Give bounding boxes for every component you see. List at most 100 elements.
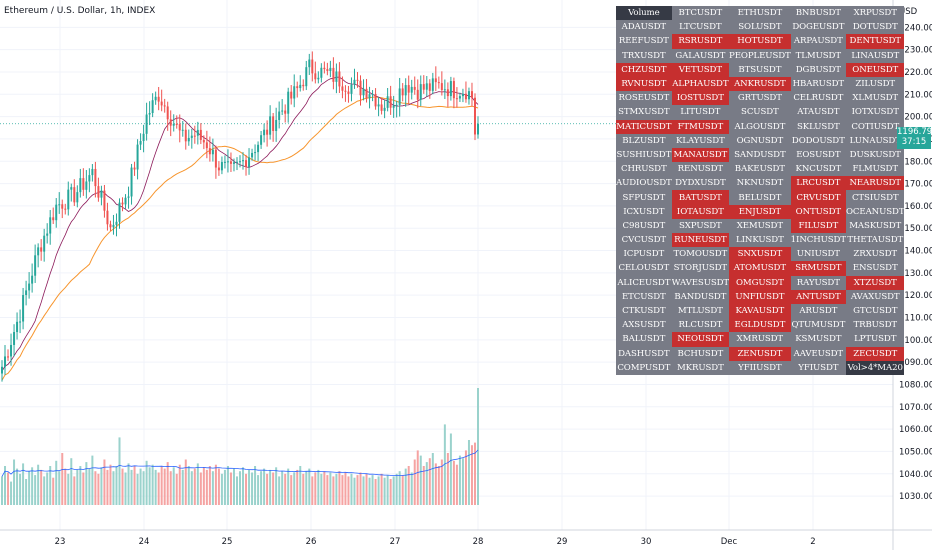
screener-cell: CHZUSDT: [616, 62, 672, 77]
candle-body: [239, 161, 241, 163]
candle-body: [305, 67, 308, 87]
y-tick-label: 1120.00: [899, 291, 932, 301]
screener-cell: BELUSDT: [729, 190, 791, 205]
candle-body: [401, 88, 404, 96]
volume-bar: [136, 473, 139, 505]
candle-body: [350, 84, 353, 94]
candle-body: [410, 86, 413, 93]
screener-row: RVNUSDT ALPHAUSDT ANKRUSDT HBARUSDT ZILUSDT: [616, 76, 905, 92]
volume-bar: [115, 466, 118, 505]
volume-bar: [272, 472, 275, 505]
candle-body: [281, 110, 284, 112]
volume-bar: [163, 468, 166, 505]
candle-body: [332, 67, 335, 82]
volume-bar: [473, 442, 476, 505]
screener-cell: SANDUSDT: [729, 147, 791, 163]
candle-body: [362, 88, 365, 96]
bar-countdown: 37:15: [901, 137, 927, 147]
volume-bar: [52, 477, 55, 505]
volume-bar: [296, 469, 299, 505]
volume-bar: [220, 473, 223, 505]
volume-bar: [31, 467, 34, 505]
volume-bar: [477, 388, 479, 505]
volume-bar: [257, 475, 260, 505]
candle-body: [46, 233, 49, 236]
volume-bar: [290, 475, 293, 505]
screener-row: CHRUSDT RENUSDT BAKEUSDT KNCUSDT FLMUSDT: [616, 162, 905, 177]
candle-body: [73, 187, 76, 203]
candle-body: [121, 202, 124, 205]
screener-cell: DENTUSDT: [845, 34, 905, 49]
candle-body: [178, 124, 181, 131]
y-tick-label: 1100.00: [899, 336, 932, 346]
candle-body: [202, 139, 205, 143]
candle-body: [287, 91, 290, 114]
volume-bar: [118, 437, 121, 505]
candle-body: [344, 90, 347, 92]
screener-cell: ARUSDT: [790, 303, 846, 319]
volume-bar: [190, 471, 193, 505]
y-tick-label: 1090.00: [899, 358, 932, 368]
x-tick-label: 24: [139, 537, 150, 547]
volume-bar: [34, 475, 37, 505]
screener-cell: BAKEUSDT: [729, 162, 791, 177]
candle-body: [25, 290, 28, 296]
volume-bar: [127, 463, 130, 505]
screener-row: ROSEUSDT IOSTUSDT GRTUSDT CELRUSDT XLMUSDT: [616, 91, 905, 106]
screener-cell: THETAUSDT: [845, 233, 905, 248]
volume-ma-line: [1, 449, 479, 477]
volume-bar: [452, 460, 455, 505]
screener-cell: REEFUSDT: [616, 34, 672, 49]
volume-bar: [184, 459, 187, 505]
volume-bar: [79, 466, 82, 505]
candle-body: [260, 135, 263, 145]
candle-body: [193, 135, 196, 137]
candle-body: [10, 344, 13, 357]
screener-cell: ARPAUSDT: [790, 34, 846, 49]
candle-body: [16, 321, 19, 333]
volume-bar: [449, 433, 452, 505]
volume-bar: [437, 466, 440, 505]
screener-cell: KLAYUSDT: [671, 133, 730, 148]
screener-cell: EGLDUSDT: [729, 318, 791, 333]
screener-cell: Volume: [616, 6, 672, 21]
screener-cell: MATICUSDT: [616, 119, 672, 134]
screener-cell: ZECUSDT: [845, 346, 905, 361]
y-tick-label: 1160.00: [899, 202, 932, 212]
volume-bar: [323, 471, 326, 505]
screener-cell: TRBUSDT: [845, 318, 905, 333]
volume-bar: [73, 476, 76, 505]
candle-body: [398, 88, 401, 105]
screener-row: MATICUSDT FTMUSDT ALGOUSDT SKLUSDT COTIUSDT: [616, 119, 905, 134]
screener-cell: LUNAUSDT: [845, 133, 905, 148]
volume-bar: [112, 471, 115, 505]
candle-body: [368, 94, 371, 99]
screener-cell: TLMUSDT: [790, 48, 846, 63]
screener-cell: TOMOUSDT: [671, 247, 730, 262]
candle-body: [28, 283, 31, 291]
candle-body: [290, 91, 293, 99]
volume-bar: [235, 476, 238, 505]
candle-body: [254, 152, 257, 154]
y-tick-label: 1210.00: [899, 90, 932, 100]
screener-row: BLZUSDT KLAYUSDT OGNUSDT DODOUSDT LUNAUSDT: [616, 133, 905, 148]
candle-body: [251, 152, 254, 158]
candle-body: [169, 119, 172, 126]
candle-body: [151, 100, 154, 114]
screener-cell: NKNUSDT: [729, 176, 791, 191]
candle-body: [103, 190, 106, 211]
volume-bar: [422, 466, 425, 505]
candle-body: [109, 224, 112, 228]
candle-body: [428, 83, 431, 91]
candle-body: [58, 204, 61, 206]
candle-body: [263, 129, 266, 136]
volume-bar: [202, 467, 205, 505]
volume-bar: [145, 460, 148, 505]
volume-bar: [395, 473, 398, 505]
volume-bar: [103, 459, 106, 505]
x-tick-label: 26: [306, 537, 317, 547]
volume-bar: [169, 471, 172, 505]
volume-bar: [88, 468, 91, 505]
candle-body: [338, 71, 341, 87]
